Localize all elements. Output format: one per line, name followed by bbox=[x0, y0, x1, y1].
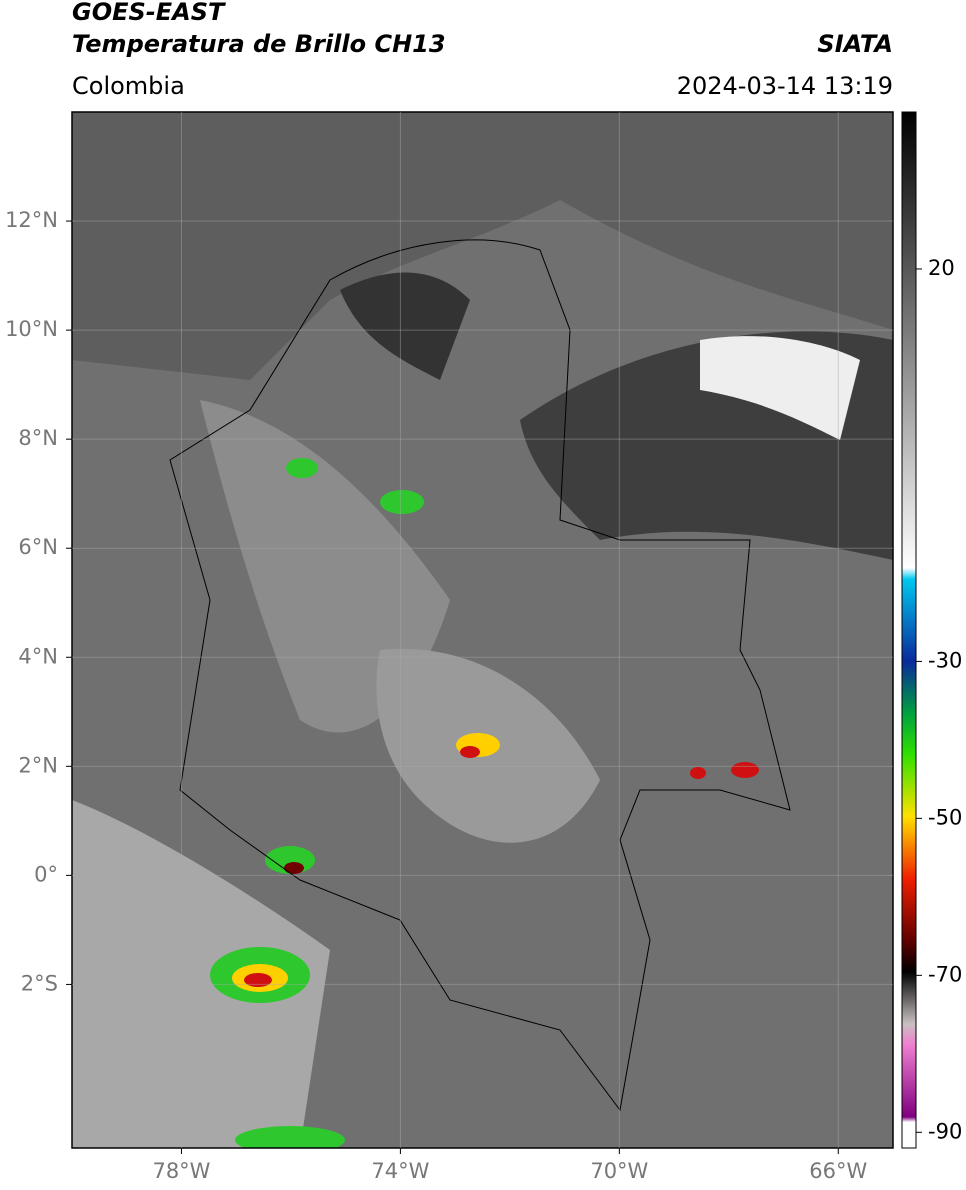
colorbar-tick-label: -90 bbox=[928, 1119, 962, 1143]
map-frame bbox=[71, 111, 894, 1149]
satellite-image bbox=[72, 112, 893, 1148]
colorbar bbox=[901, 111, 917, 1149]
y-tick-label: 6°N bbox=[18, 535, 58, 559]
x-tick-label: 70°W bbox=[590, 1159, 648, 1183]
colorbar-tick-label: -30 bbox=[928, 648, 962, 672]
colorbar-tick-label: -50 bbox=[928, 805, 962, 829]
x-tick-label: 78°W bbox=[152, 1159, 210, 1183]
colorbar-tick-label: 20 bbox=[928, 256, 955, 280]
x-tick-label: 66°W bbox=[809, 1159, 867, 1183]
title: GOES-EAST bbox=[72, 0, 226, 26]
y-tick-label: 4°N bbox=[18, 644, 58, 668]
subtitle: Temperatura de Brillo CH13 bbox=[72, 30, 446, 58]
y-tick-label: 0° bbox=[34, 862, 58, 886]
x-tick-label: 74°W bbox=[371, 1159, 429, 1183]
colorbar-tick-label: -70 bbox=[928, 962, 962, 986]
y-tick-label: 2°S bbox=[21, 971, 58, 995]
datetime: 2024-03-14 13:19 bbox=[677, 72, 893, 100]
y-tick-label: 8°N bbox=[18, 426, 58, 450]
agency: SIATA bbox=[817, 30, 893, 58]
region: Colombia bbox=[72, 72, 185, 100]
y-tick-label: 10°N bbox=[5, 317, 58, 341]
y-tick-label: 2°N bbox=[18, 753, 58, 777]
y-tick-label: 12°N bbox=[5, 208, 58, 232]
